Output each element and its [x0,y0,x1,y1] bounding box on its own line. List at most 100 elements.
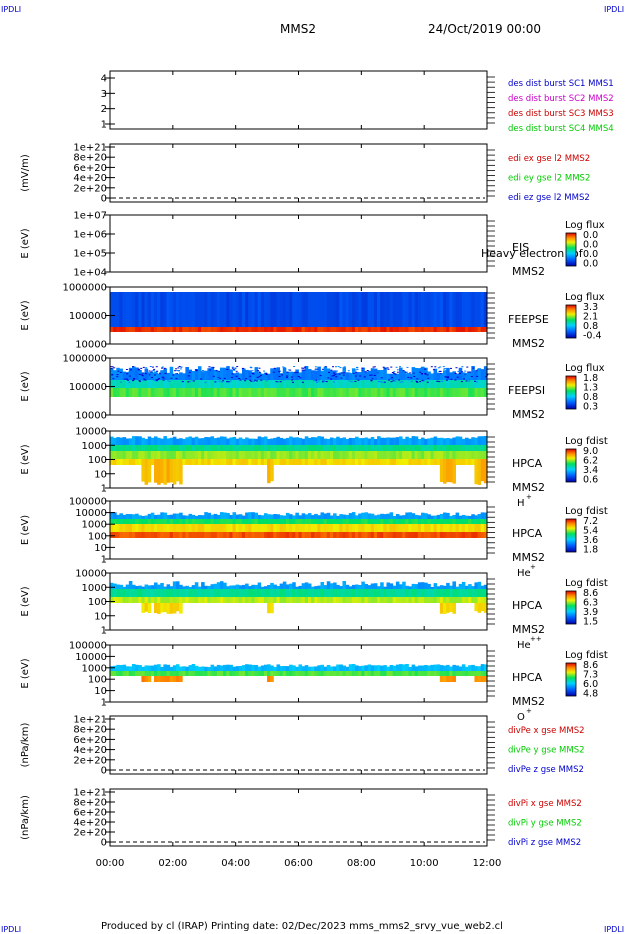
spectrogram-feepsi [110,366,489,397]
y-axis-label: (nPa/km) [20,723,31,768]
legend-entry: edi ey gse l2 MMS2 [508,174,590,184]
colorbar-title: Log flux [565,292,605,303]
legend-entry: des dist burst SC1 MMS1 [508,79,614,89]
y-axis-label: E (eV) [20,300,31,330]
legend-entry: divPi x gse MMS2 [508,799,582,809]
y-tick-label: 1e+05 [73,249,107,260]
spectrogram-feepse [110,292,488,332]
y-tick-label: 1000 [82,663,107,674]
colorbar-tick-label: 8.6 [583,588,598,599]
colorbar-tick-label: 5.4 [583,526,598,537]
y-tick-label: 1000 [82,441,107,452]
x-tick-label: 12:00 [473,858,502,869]
y-tick-label: 1 [101,484,107,495]
y-tick-label: 1000000 [62,283,107,294]
colorbar [565,518,577,553]
legend-entry: des dist burst SC2 MMS2 [508,94,614,104]
species-charge: ++ [530,635,542,643]
y-tick-label: 100000 [69,311,107,322]
colorbar-tick-label: 0.0 [583,230,598,241]
colorbar-title: Log fdist [565,506,608,517]
colorbar-tick-label: 0.3 [583,402,598,413]
spacecraft-label: MMS2 [512,695,545,708]
y-tick-label: 10000 [75,508,107,519]
legend-entry: divPi z gse MMS2 [508,838,581,848]
y-tick-label: 1 [101,698,107,709]
legend-entry: divPe z gse MMS2 [508,765,584,775]
legend-entry: divPe y gse MMS2 [508,746,585,756]
y-tick-label: 1 [101,555,107,566]
y-tick-label: 8e+20 [73,153,107,164]
colorbar-tick-label: 6.2 [583,456,598,467]
colorbar-tick-label: 8.6 [583,660,598,671]
spacecraft-title: MMS2 [280,22,316,36]
colorbar-tick-label: 0.8 [583,321,598,332]
spacecraft-label: MMS2 [512,337,545,350]
colorbar [565,232,577,267]
colorbar-tick-label: 1.5 [583,617,598,628]
y-tick-label: 4e+20 [73,818,107,829]
spectrogram-hpca-hepp [110,581,488,614]
y-tick-label: 1e+07 [73,211,107,222]
y-tick-label: 100 [88,455,107,466]
y-axis-label: (mV/m) [20,154,31,192]
x-tick-label: 02:00 [158,858,187,869]
y-tick-label: 10000 [75,411,107,422]
y-tick-label: 8e+20 [73,798,107,809]
y-tick-label: 1000 [82,583,107,594]
y-tick-label: 2 [101,104,107,115]
y-tick-label: 8e+20 [73,725,107,736]
y-tick-label: 1e+21 [73,715,107,726]
legend-entry: des dist burst SC4 MMS4 [508,124,614,134]
legend-entry: divPe x gse MMS2 [508,726,585,736]
instrument-label: FEEPSI [508,384,545,397]
time-axis: 00:00 02:00 04:00 06:00 08:00 10:00 12:00 [96,858,502,869]
x-tick-label: 04:00 [221,858,250,869]
colorbar [565,304,577,339]
y-tick-label: 10 [94,543,107,554]
y-tick-label: 6e+20 [73,735,107,746]
x-tick-label: 10:00 [410,858,439,869]
y-tick-label: 1e+04 [73,268,107,279]
y-tick-label: 10 [94,469,107,480]
corner-label-tl: IPDLI [1,5,21,14]
legend-entry: divPi y gse MMS2 [508,819,582,829]
y-tick-label: 100 [88,531,107,542]
species-label: O [517,712,525,723]
y-axis-label: (nPa/km) [20,795,31,840]
colorbar-tick-label: 6.3 [583,598,598,609]
colorbar [565,375,577,410]
y-tick-label: 0 [101,194,107,205]
instrument-label: FEEPSE [508,313,549,326]
y-axis-label: E (eV) [20,658,31,688]
panel-hpca-h: 1 10 100 1000 10000 E (eV) HPCA MMS2 H+ Log fdist… [20,427,608,510]
spacecraft-label: MMS2 [512,408,545,421]
y-tick-label: 4e+20 [73,745,107,756]
species-charge: + [526,707,532,715]
colorbar-tick-label: 7.2 [583,516,598,527]
y-tick-label: 2e+20 [73,183,107,194]
x-tick-label: 06:00 [284,858,313,869]
species-label: He [517,640,531,651]
species-label: He [517,568,531,579]
y-tick-label: 10 [94,686,107,697]
instrument-label: EIS [512,241,529,254]
colorbar-tick-label: 9.0 [583,446,598,457]
corner-label-bl: IPDLI [1,925,21,934]
legend-entry: edi ex gse l2 MMS2 [508,154,590,164]
instrument-label: HPCA [512,527,543,540]
y-tick-label: 4 [101,74,107,85]
spacecraft-label: MMS2 [512,481,545,494]
colorbar-title: Log fdist [565,578,608,589]
y-axis-label: E (eV) [20,586,31,616]
corner-label-br: IPDLI [604,925,624,934]
colorbar-tick-label: 3.6 [583,535,598,546]
y-tick-label: 1000 [82,520,107,531]
colorbar-title: Log fdist [565,436,608,447]
